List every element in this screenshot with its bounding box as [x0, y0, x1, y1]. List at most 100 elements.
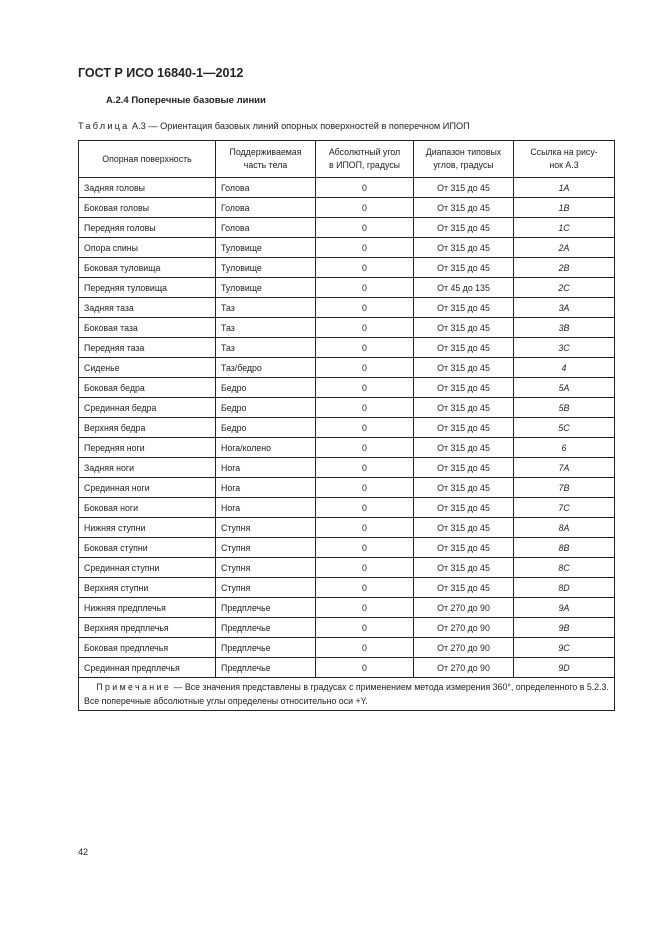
table-cell: 0 [315, 377, 414, 398]
table-cell: Голова [215, 177, 316, 198]
table-cell: 2С [513, 277, 615, 298]
table-cell: 0 [315, 217, 414, 238]
table-cell: Ступня [215, 557, 316, 578]
column-header-line: Абсолютный угол [328, 147, 401, 157]
table-cell: От 315 до 45 [413, 457, 514, 478]
column-header: Поддерживаемая часть тела [215, 140, 316, 178]
orientation-table: Опорная поверхность Поддерживаемая часть т… [78, 140, 615, 711]
table-row: Передняя таза Таз 0 От 315 до 45 3С [78, 337, 615, 358]
table-cell: 6 [513, 437, 615, 458]
table-cell: 0 [315, 277, 414, 298]
table-cell: От 315 до 45 [413, 317, 514, 338]
table-row: Опора спины Туловище 0 От 315 до 45 2А [78, 237, 615, 258]
table-cell: Боковая головы [78, 197, 216, 218]
table-cell: Срединная бедра [78, 397, 216, 418]
table-row: Верхняя ступни Ступня 0 От 315 до 45 8D [78, 577, 615, 598]
table-cell: Боковая бедра [78, 377, 216, 398]
table-row: Задняя головы Голова 0 От 315 до 45 1А [78, 177, 615, 198]
table-cell: 9А [513, 597, 615, 618]
table-cell: Ступня [215, 577, 316, 598]
table-note-row: Примечание — Все значения представлены в… [78, 677, 615, 711]
table-cell: 0 [315, 477, 414, 498]
table-cell: Таз/бедро [215, 357, 316, 378]
column-header: Опорная поверхность [78, 140, 216, 178]
table-cell: 0 [315, 317, 414, 338]
table-cell: 0 [315, 397, 414, 418]
column-header-line: часть тела [243, 160, 288, 170]
table-cell: От 270 до 90 [413, 637, 514, 658]
table-cell: 5В [513, 397, 615, 418]
document-title: ГОСТ Р ИСО 16840-1—2012 [78, 66, 244, 80]
table-row: Передняя ноги Нога/колено 0 От 315 до 45 6 [78, 437, 615, 458]
table-cell: Голова [215, 217, 316, 238]
table-cell: Срединная ступни [78, 557, 216, 578]
table-row: Боковая ступни Ступня 0 От 315 до 45 8В [78, 537, 615, 558]
table-cell: Бедро [215, 417, 316, 438]
table-cell: 0 [315, 337, 414, 358]
table-cell: От 315 до 45 [413, 297, 514, 318]
table-cell: От 315 до 45 [413, 197, 514, 218]
table-cell: Задняя ноги [78, 457, 216, 478]
table-cell: Нижняя ступни [78, 517, 216, 538]
table-row: Передняя головы Голова 0 От 315 до 45 1С [78, 217, 615, 238]
table-cell: 3А [513, 297, 615, 318]
table-cell: 0 [315, 537, 414, 558]
table-cell: Боковая туловища [78, 257, 216, 278]
table-cell: 2В [513, 257, 615, 278]
table-cell: От 45 до 135 [413, 277, 514, 298]
table-cell: 0 [315, 617, 414, 638]
table-cell: 1В [513, 197, 615, 218]
table-row: Срединная бедра Бедро 0 От 315 до 45 5В [78, 397, 615, 418]
table-cell: Боковая ступни [78, 537, 216, 558]
table-cell: Верхняя бедра [78, 417, 216, 438]
table-row: Нижняя предплечья Предплечье 0 От 270 до 90… [78, 597, 615, 618]
table-cell: От 315 до 45 [413, 557, 514, 578]
column-header: Диапазон типовых углов, градусы [413, 140, 514, 178]
table-cell: Предплечье [215, 597, 316, 618]
table-cell: Бедро [215, 377, 316, 398]
note-text: — Все значения представлены в градусах с… [84, 682, 609, 706]
table-cell: 0 [315, 417, 414, 438]
table-cell: От 315 до 45 [413, 477, 514, 498]
table-cell: 9В [513, 617, 615, 638]
table-cell: Туловище [215, 257, 316, 278]
table-cell: 0 [315, 357, 414, 378]
table-cell: Таз [215, 297, 316, 318]
column-header-line: Ссылка на рису- [530, 147, 598, 157]
table-cell: 7А [513, 457, 615, 478]
table-cell: От 315 до 45 [413, 257, 514, 278]
table-cell: Нижняя предплечья [78, 597, 216, 618]
section-heading: А.2.4 Поперечные базовые линии [106, 95, 266, 106]
table-row: Боковая предплечья Предплечье 0 От 270 до 9… [78, 637, 615, 658]
column-header: Ссылка на рису-нок А.3 [513, 140, 615, 178]
table-cell: 3В [513, 317, 615, 338]
table-cell: 8В [513, 537, 615, 558]
table-cell: Ступня [215, 537, 316, 558]
table-cell: 0 [315, 657, 414, 678]
table-cell: От 315 до 45 [413, 377, 514, 398]
table-row: Срединная ступни Ступня 0 От 315 до 45 8С [78, 557, 615, 578]
table-cell: От 315 до 45 [413, 217, 514, 238]
table-cell: Таз [215, 317, 316, 338]
table-cell: От 270 до 90 [413, 657, 514, 678]
table-cell: 1С [513, 217, 615, 238]
table-row: Верхняя бедра Бедро 0 От 315 до 45 5С [78, 417, 615, 438]
table-cell: 8D [513, 577, 615, 598]
table-cell: Туловище [215, 277, 316, 298]
table-cell: 9С [513, 637, 615, 658]
table-row: Боковая ноги Нога 0 От 315 до 45 7С [78, 497, 615, 518]
table-cell: От 315 до 45 [413, 417, 514, 438]
table-cell: От 315 до 45 [413, 397, 514, 418]
table-cell: Срединная ноги [78, 477, 216, 498]
table-cell: 8С [513, 557, 615, 578]
table-cell: 4 [513, 357, 615, 378]
table-cell: Нога [215, 457, 316, 478]
table-cell: Предплечье [215, 657, 316, 678]
table-row: Боковая таза Таз 0 От 315 до 45 3В [78, 317, 615, 338]
table-cell: Голова [215, 197, 316, 218]
table-cell: От 315 до 45 [413, 177, 514, 198]
table-cell: От 315 до 45 [413, 357, 514, 378]
table-header-row: Опорная поверхность Поддерживаемая часть т… [78, 140, 615, 178]
table-cell: От 315 до 45 [413, 437, 514, 458]
